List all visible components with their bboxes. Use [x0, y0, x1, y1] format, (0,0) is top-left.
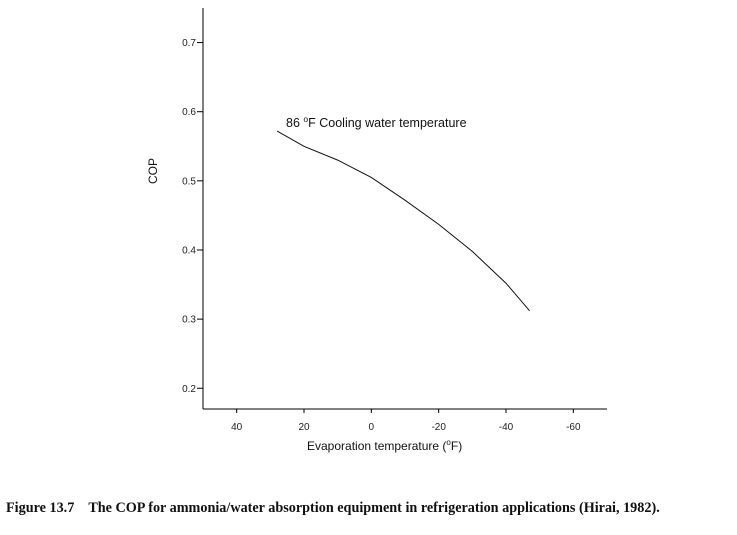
x-axis-title-degree: o: [446, 438, 451, 447]
annotation-degree: o: [303, 114, 308, 124]
figure-caption: Figure 13.7 The COP for ammonia/water abs…: [6, 500, 734, 517]
annotation-prefix: 86: [286, 116, 303, 130]
y-tick-label: 0.3: [182, 315, 196, 326]
series-line: [276, 130, 530, 312]
caption-text: The COP for ammonia/water absorption equ…: [88, 500, 660, 516]
x-tick-label: -60: [566, 422, 581, 433]
y-tick-label: 0.5: [182, 176, 196, 187]
x-tick-label: -20: [431, 422, 446, 433]
y-tick-label: 0.2: [182, 384, 196, 395]
y-tick-label: 0.6: [182, 107, 196, 118]
caption-number: Figure 13.7: [6, 500, 75, 516]
x-tick-label: 20: [298, 422, 310, 433]
y-axis-title: COP: [146, 158, 160, 184]
series-annotation: 86 oF Cooling water temperature: [286, 114, 467, 130]
y-ticks: 0.2 0.3 0.4 0.5 0.6 0.7: [182, 38, 203, 395]
annotation-suffix: F Cooling water temperature: [308, 116, 466, 130]
x-tick-label: -40: [499, 422, 514, 433]
y-tick-label: 0.7: [182, 38, 196, 49]
x-tick-label: 40: [231, 422, 243, 433]
x-axis-title: Evaporation temperature (oF): [307, 438, 462, 453]
x-ticks: 40 20 0 -20 -40 -60: [231, 409, 581, 433]
x-axis-title-unit: F): [451, 439, 462, 453]
series-layer: [276, 130, 530, 312]
y-tick-label: 0.4: [182, 245, 196, 256]
x-axis-title-main: Evaporation temperature (: [307, 439, 446, 453]
x-tick-label: 0: [369, 422, 375, 433]
